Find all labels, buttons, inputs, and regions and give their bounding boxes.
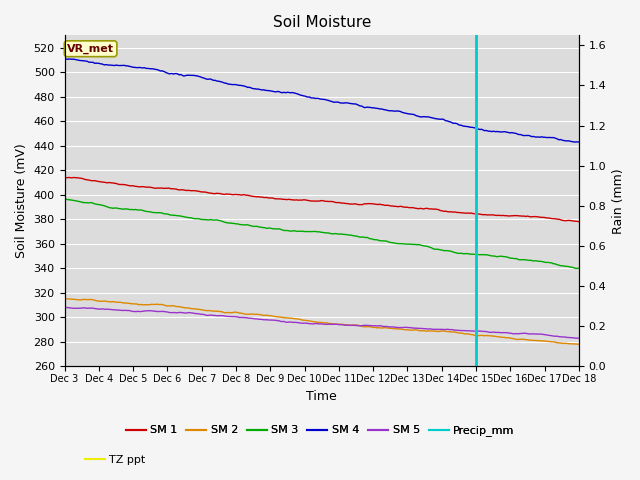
Legend: SM 1, SM 2, SM 3, SM 4, SM 5, Precip_mm: SM 1, SM 2, SM 3, SM 4, SM 5, Precip_mm bbox=[121, 421, 519, 441]
Legend: TZ ppt: TZ ppt bbox=[81, 451, 150, 469]
X-axis label: Time: Time bbox=[307, 390, 337, 403]
Y-axis label: Rain (mm): Rain (mm) bbox=[612, 168, 625, 234]
Y-axis label: Soil Moisture (mV): Soil Moisture (mV) bbox=[15, 144, 28, 258]
Title: Soil Moisture: Soil Moisture bbox=[273, 15, 371, 30]
Text: VR_met: VR_met bbox=[67, 44, 114, 54]
